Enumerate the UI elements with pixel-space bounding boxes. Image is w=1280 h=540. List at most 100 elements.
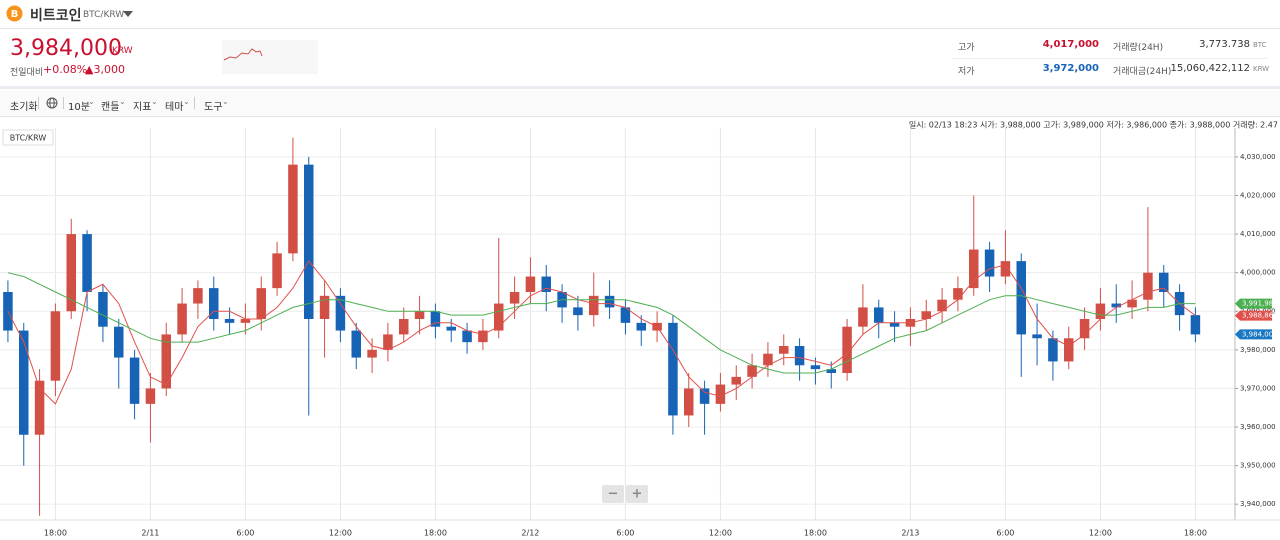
candle-body [1079,318,1090,339]
candle-body [858,307,868,327]
candle-body [66,234,76,312]
candle-body [889,322,900,327]
toolbar-item[interactable]: 초기화 [10,102,38,113]
candle-body [335,295,346,331]
x-tick-label: 6:00 [996,529,1014,538]
stat-value: 3,773.738 [1199,39,1250,50]
candle-body [82,234,92,292]
stat-value: 3,972,000 [1042,63,1099,74]
candle-body [209,288,219,319]
candle-body [224,318,235,323]
x-tick-label: 6:00 [236,529,254,538]
toolbar-item[interactable]: 캔들 [101,102,120,113]
x-tick-label: 2/11 [141,529,159,538]
candle-body [1111,303,1121,308]
candle-body [699,388,710,404]
moving-average [7,260,1196,405]
x-tick-label: 18:00 [1184,529,1207,538]
candle-body [715,384,726,404]
candle-body [304,164,314,319]
globe-icon[interactable] [46,97,58,109]
change-pct: +0.08% [43,63,88,76]
zoom-label[interactable]: − [608,487,619,502]
candle-body [620,307,631,323]
candle-body [1000,261,1011,277]
x-tick-label: 12:00 [709,529,732,538]
separator [38,97,39,109]
zoom-button[interactable] [626,485,648,503]
price-tag-label: 3,984,000 [1242,330,1278,338]
candle-body [842,326,852,373]
price-tag-label: 3,991,980 [1242,300,1278,308]
candle-body [1016,261,1026,335]
candle-body [1048,338,1058,362]
candle-body [383,334,393,350]
candle-body [874,307,884,323]
coin-name: 비트코인 [30,8,82,24]
x-tick-label: 12:00 [329,529,352,538]
pair[interactable]: BTC/KRW [83,10,125,20]
candle-body [193,288,203,304]
candle-body [288,164,298,254]
candle-body [636,322,646,331]
candle-body [984,249,995,277]
candle-body [573,307,583,316]
candle-body [731,376,741,385]
candle-body [810,365,821,370]
stat-unit: BTC [1253,41,1267,49]
stat-label: 거래량(24H) [1113,43,1164,53]
top-bar: B 비트코인 BTC/KRW [0,0,1280,29]
stat-value: 15,060,422,112 [1170,63,1250,74]
candle-body [367,349,377,358]
toolbar-item[interactable]: 도구 [204,102,223,113]
candle-body [161,334,171,389]
candle-body [1143,272,1153,300]
x-tick-label: 18:00 [424,529,447,538]
symbol-label: BTC/KRW [10,134,47,143]
candle-body [114,326,124,358]
candle-body [589,295,599,316]
candle-body [763,353,773,366]
candle-body [19,330,29,435]
candle-body [430,311,441,327]
stat-label: 저가 [958,67,975,77]
zoom-button[interactable] [602,485,624,503]
candle-body [1190,315,1201,335]
candle-body [34,380,45,435]
dropdown-caret[interactable] [123,11,133,18]
stat-label: 거래대금(24H) [1113,67,1172,77]
toolbar-item[interactable]: 10분 [68,102,90,113]
candle-body [50,311,61,381]
y-tick-label: 3,940,000 [1240,500,1276,508]
toolbar-item[interactable]: 테마 [165,102,184,113]
change-abs: ▲3,000 [85,63,125,76]
caret: ⌄ [119,97,126,106]
stat-label: 고가 [958,43,975,53]
zoom-label[interactable]: + [632,487,643,502]
x-tick-label: 2/13 [901,529,919,538]
y-tick-label: 4,010,000 [1240,230,1276,238]
current-price: 3,984,000 [10,36,122,61]
candle-body [794,345,805,366]
separator [63,97,64,109]
candle-body [541,276,551,292]
candle-body [1064,338,1074,362]
y-tick-label: 3,980,000 [1240,346,1276,354]
candle-body [826,369,836,373]
mini-chart [222,40,318,74]
toolbar-item[interactable]: 지표 [133,102,152,113]
candle-body [145,388,156,404]
ohlc-info: 일시: 02/13 18:23 시가: 3,988,000 고가: 3,989,… [909,120,1278,130]
x-tick-label: 6:00 [616,529,634,538]
candle-body [509,291,520,304]
candle-body [399,318,409,335]
y-tick-label: 3,970,000 [1240,384,1276,392]
candle-body [525,276,536,292]
candle-body [272,253,282,289]
y-tick-label: 4,020,000 [1240,192,1276,200]
svg-text:B: B [11,9,19,20]
change-label: 전일대비 [10,68,44,78]
y-tick-label: 3,960,000 [1240,423,1276,431]
candle-body [747,365,757,377]
